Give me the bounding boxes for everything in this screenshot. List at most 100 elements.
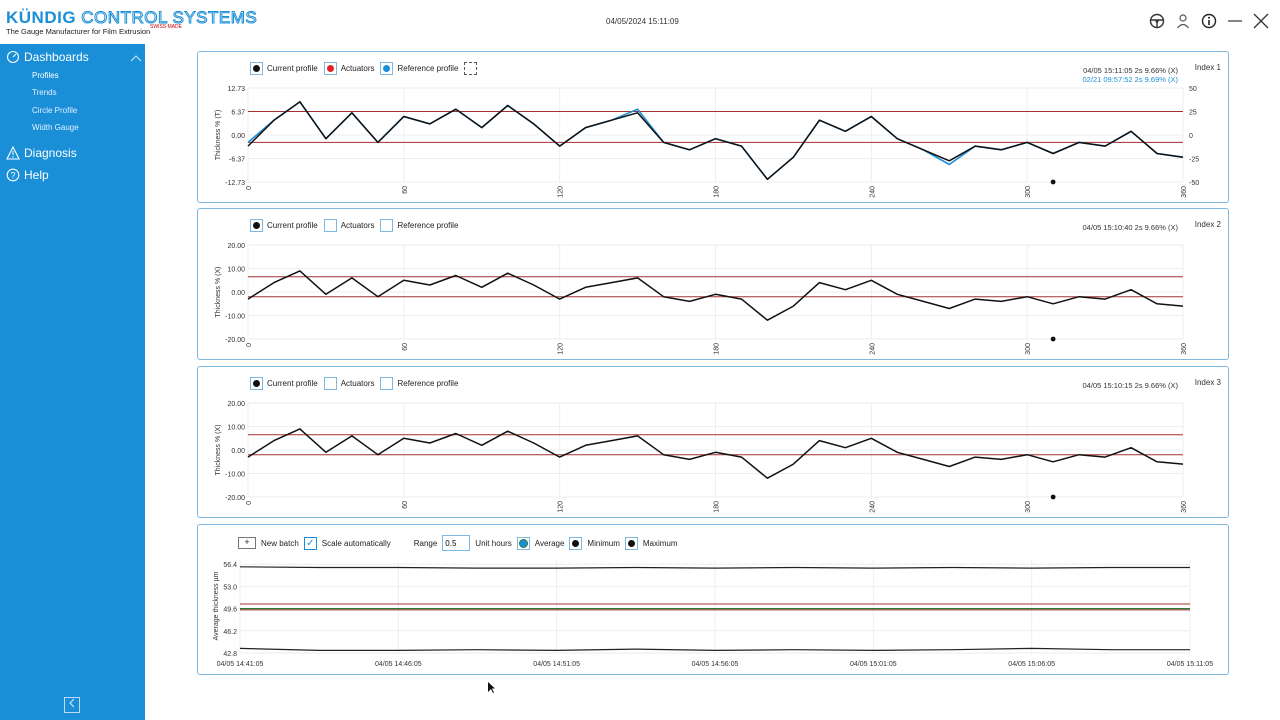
user-icon[interactable] (1174, 12, 1192, 30)
y2-tick-label: -50 (1189, 180, 1199, 187)
sidebar-item-width-gauge[interactable]: Width Gauge (32, 123, 79, 132)
legend-current-profile[interactable]: Current profile (250, 219, 318, 232)
profile-panel-3: Current profile Actuators Reference prof… (197, 366, 1229, 518)
legend-current-profile[interactable]: Current profile (250, 377, 318, 390)
y-axis-label: Thickness % (T) (215, 110, 222, 161)
legend-actuators[interactable]: Actuators (323, 219, 375, 232)
new-batch-button[interactable]: + (238, 537, 256, 549)
collapse-sidebar-button[interactable] (64, 697, 80, 713)
profile-panel-1: Current profile Actuators Reference prof… (197, 51, 1229, 203)
x-tick-label: 04/05 15:11:05 (1167, 661, 1213, 668)
x-tick-label: 240 (869, 343, 876, 355)
x-tick-label: 60 (402, 343, 409, 351)
x-tick-label: 04/05 14:51:05 (533, 661, 580, 668)
y-tick-label: 46.2 (223, 629, 237, 636)
y-axis-label: Thickness % (X) (215, 425, 222, 476)
current-stamp: 04/05 15:10:15 2s 9.66% (X) (1082, 381, 1178, 390)
scale-auto-checkbox[interactable]: ✓ (303, 536, 317, 550)
y-tick-label: 0.00 (231, 448, 245, 455)
range-input[interactable] (442, 535, 471, 551)
y-tick-label: 0.00 (231, 290, 245, 297)
sidebar-item-profiles[interactable]: Profiles (32, 71, 59, 80)
legend-reference-profile[interactable]: Reference profile (380, 219, 458, 232)
position-marker (1050, 179, 1056, 185)
x-tick-label: 360 (1181, 501, 1188, 513)
reference-stamp: 02/21 09:57:52 2s 9.69% (X) (1082, 75, 1178, 84)
legend-reference-profile[interactable]: Reference profile (380, 62, 458, 75)
current-stamp: 04/05 15:10:40 2s 9.66% (X) (1082, 223, 1178, 232)
range-label: Range (413, 538, 438, 548)
profile-chart: 0 60 120 180 240 300 360 12.73 6.37 0.00 -6.37 -12.… (215, 86, 1199, 198)
x-tick-label: 120 (558, 501, 565, 513)
current-datetime: 04/05/2024 15:11:09 (606, 17, 679, 26)
minimize-icon[interactable] (1226, 12, 1244, 30)
profile-timestamp: 04/05 15:11:05 2s 9.66% (X) 02/21 09:57:… (1083, 66, 1178, 84)
chevron-up-icon[interactable] (130, 54, 142, 62)
trend-chart: 56.4 53.0 49.6 46.2 42.8 04/05 14:41:05 04/05 … (213, 559, 1213, 668)
legend-label: Current profile (267, 221, 318, 230)
profile-chart: 0 60 120 180 240 300 360 20.00 10.00 0.00 -10.00 -2… (215, 243, 1188, 355)
y-tick-label: -10.00 (225, 314, 245, 321)
legend-actuators[interactable]: Actuators (323, 62, 375, 75)
info-icon[interactable] (1200, 12, 1218, 30)
index-label: Index 1 (1194, 63, 1221, 72)
x-tick-label: 04/05 15:01:05 (850, 661, 897, 668)
help-icon: ? (6, 168, 20, 182)
x-tick-label: 180 (714, 501, 721, 513)
legend-current-profile[interactable]: Current profile (250, 62, 318, 75)
x-tick-label: 0 (246, 186, 253, 190)
current-profile-line (247, 428, 1184, 479)
minimum-trend-line (239, 647, 1190, 652)
x-tick-label: 04/05 14:46:05 (375, 661, 422, 668)
x-tick-label: 0 (246, 501, 253, 505)
legend-label: Actuators (340, 64, 375, 73)
y-tick-label: -10.00 (225, 472, 245, 479)
y-tick-label: -20.00 (225, 495, 245, 502)
legend-label: Actuators (340, 221, 375, 230)
y-tick-label: 0.00 (231, 133, 245, 140)
y-tick-label: 20.00 (227, 401, 245, 408)
sidebar-item-diagnosis[interactable]: Diagnosis (6, 146, 77, 160)
sidebar-item-dashboards[interactable]: Dashboards (6, 50, 89, 64)
legend-label: Current profile (267, 379, 318, 388)
maximum-toggle[interactable] (624, 536, 638, 550)
legend-label: Reference profile (397, 64, 459, 73)
average-toggle[interactable] (516, 536, 530, 550)
sidebar-item-trends[interactable]: Trends (32, 88, 57, 97)
y-axis-label: Average thickness µm (213, 571, 220, 640)
profile-chart: 0 60 120 180 240 300 360 20.00 10.00 0.00 -10.00 -2… (215, 401, 1188, 513)
scale-auto-label: Scale automatically (321, 538, 391, 548)
logo-kundig: KÜNDIG (6, 8, 77, 27)
snapshot-icon[interactable] (464, 62, 478, 75)
y-tick-label: 6.37 (231, 110, 245, 117)
sidebar-item-help[interactable]: ? Help (6, 168, 49, 182)
sidebar-item-label: Dashboards (24, 50, 89, 64)
profile-timestamp: 04/05 15:10:40 2s 9.66% (X) (1083, 223, 1178, 232)
swiss-made-badge: SWISS MADE (150, 24, 182, 30)
y-tick-label: 56.4 (223, 562, 237, 569)
x-tick-label: 300 (1025, 501, 1032, 513)
sidebar-item-label: Diagnosis (24, 146, 77, 160)
y-tick-label: 42.8 (223, 651, 237, 658)
y-tick-label: 10.00 (227, 267, 245, 274)
x-tick-label: 120 (558, 186, 565, 198)
x-tick-label: 60 (402, 186, 409, 194)
legend-actuators[interactable]: Actuators (323, 377, 375, 390)
current-profile-line (247, 270, 1184, 321)
y2-tick-label: 50 (1189, 86, 1197, 93)
current-stamp: 04/05 15:11:05 2s 9.66% (X) (1083, 66, 1178, 75)
tagline: The Gauge Manufacturer for Film Extrusio… (6, 27, 151, 36)
top-bar: KÜNDIG CONTROL SYSTEMS The Gauge Manufac… (0, 0, 1280, 44)
sidebar: Dashboards Profiles Trends Circle Profil… (0, 44, 145, 720)
y-tick-label: 20.00 (227, 243, 245, 250)
legend-reference-profile[interactable]: Reference profile (380, 377, 458, 390)
x-tick-label: 04/05 14:56:05 (692, 661, 739, 668)
minimum-toggle[interactable] (569, 536, 583, 550)
legend-label: Reference profile (397, 379, 459, 388)
sidebar-item-circle-profile[interactable]: Circle Profile (32, 106, 78, 115)
x-tick-label: 180 (714, 343, 721, 355)
x-tick-label: 300 (1025, 186, 1032, 198)
close-icon[interactable] (1252, 12, 1270, 30)
legend-label: Actuators (340, 379, 375, 388)
steering-wheel-icon[interactable] (1148, 12, 1166, 30)
